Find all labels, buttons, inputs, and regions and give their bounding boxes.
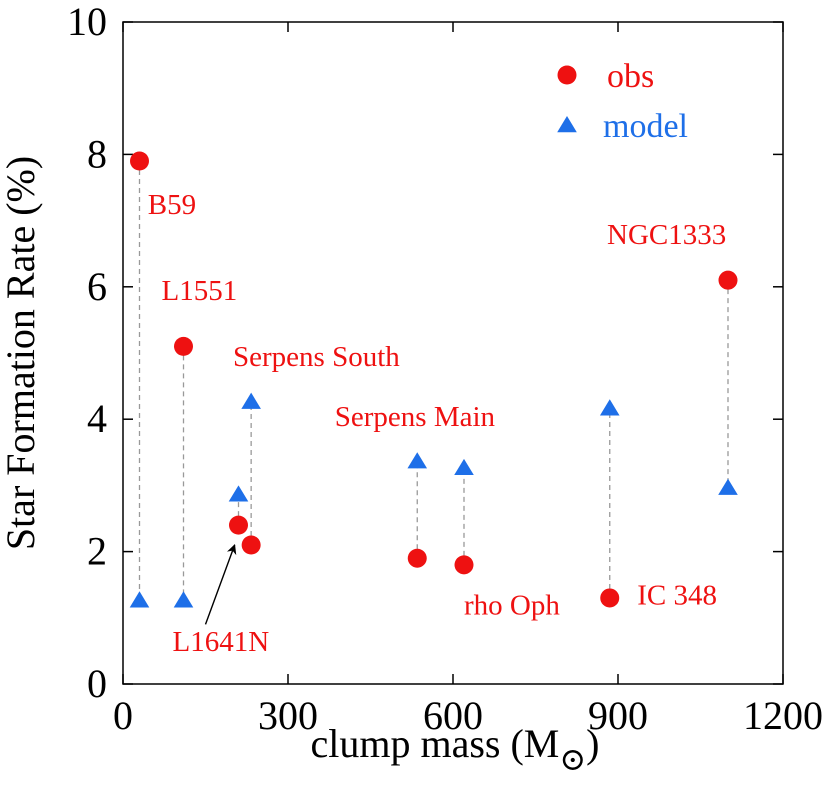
x-axis-title: clump mass (M⊙): [310, 721, 599, 777]
y-tick-label: 8: [87, 131, 107, 176]
model-point: [129, 591, 150, 608]
model-point: [241, 392, 261, 409]
x-tick-label: 900: [588, 693, 648, 738]
model-point: [599, 399, 620, 416]
obs-point: [229, 515, 248, 535]
x-tick-label: 600: [423, 693, 483, 738]
y-tick-label: 10: [67, 0, 107, 44]
point-labels: B59 L1551 Serpens South Serpens Main NGC1333…: [148, 189, 726, 658]
model-point: [228, 485, 249, 502]
annotation-arrow-layer: [204, 544, 237, 625]
sun-symbol: ⊙: [559, 741, 586, 777]
obs-point: [130, 151, 149, 171]
legend-model-marker: [557, 116, 577, 133]
point-label: IC 348: [637, 580, 717, 612]
x-tick-label: 0: [113, 693, 133, 738]
model-point: [173, 591, 194, 608]
x-tick-label: 1200: [743, 693, 823, 738]
obs-point: [407, 548, 427, 568]
y-tick-label: 4: [87, 396, 107, 441]
model-point: [454, 458, 474, 476]
point-label: NGC1333: [607, 219, 726, 251]
legend-obs-marker: [557, 65, 577, 85]
axis-ticks: 0 300 600 900 1200 0 2 4 6 8 10: [67, 0, 823, 738]
data-points: [129, 151, 738, 608]
point-label: Serpens Main: [335, 401, 496, 433]
obs-point: [454, 555, 474, 575]
y-tick-label: 2: [87, 529, 107, 574]
l1641n-arrow: [204, 544, 237, 625]
x-axis-title-text: clump mass (M: [310, 721, 559, 766]
obs-point: [174, 336, 193, 356]
legend: obs model: [557, 58, 688, 145]
point-label: B59: [148, 189, 196, 221]
point-label: L1551: [162, 275, 238, 307]
legend-model-label: model: [603, 108, 688, 145]
obs-point: [600, 588, 620, 608]
obs-point: [718, 270, 738, 290]
point-label: Serpens South: [233, 341, 400, 373]
obs-point: [241, 535, 261, 555]
y-tick-label: 0: [87, 661, 107, 706]
point-label: rho Oph: [464, 589, 560, 621]
legend-obs-label: obs: [607, 58, 654, 95]
x-axis-title-close: ): [586, 721, 599, 766]
model-point: [407, 452, 428, 469]
y-tick-label: 6: [87, 264, 107, 309]
y-axis-title: Star Formation Rate (%): [0, 156, 43, 550]
x-tick-label: 300: [258, 693, 318, 738]
point-label: L1641N: [173, 626, 270, 658]
model-point: [718, 478, 738, 495]
